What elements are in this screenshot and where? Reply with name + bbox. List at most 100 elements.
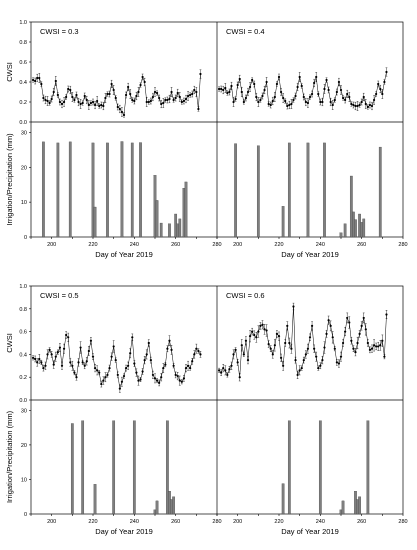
cwsi-point bbox=[118, 107, 121, 111]
cwsi-point bbox=[85, 98, 88, 102]
x-tick-label: 280 bbox=[398, 242, 407, 248]
cwsi-point bbox=[96, 369, 99, 372]
cwsi-point bbox=[189, 93, 192, 97]
cwsi-point bbox=[54, 355, 57, 358]
cwsi-point bbox=[238, 376, 241, 379]
y-axis-title-cwsi: CWSI bbox=[5, 333, 14, 353]
irrigation-bar bbox=[184, 181, 188, 238]
cwsi-point bbox=[168, 339, 171, 342]
x-tick-label: 280 bbox=[398, 519, 407, 525]
cwsi-point bbox=[197, 349, 200, 353]
cwsi-point bbox=[141, 370, 144, 373]
cwsi-point bbox=[313, 347, 316, 350]
cwsi-point bbox=[302, 359, 305, 362]
cwsi-point bbox=[319, 100, 322, 104]
cwsi-point bbox=[230, 364, 233, 367]
cwsi-point bbox=[337, 80, 341, 84]
cwsi-point bbox=[46, 353, 49, 356]
cwsi-point bbox=[259, 98, 262, 102]
cwsi-point bbox=[236, 361, 239, 364]
cwsi-point bbox=[199, 72, 202, 76]
irrigation-bar bbox=[155, 500, 159, 515]
cwsi-point bbox=[149, 99, 152, 103]
cwsi-point bbox=[108, 366, 111, 370]
cwsi-point bbox=[362, 316, 365, 320]
cwsi-point bbox=[217, 87, 221, 91]
cwsi-point bbox=[279, 356, 283, 359]
cwsi-point bbox=[290, 347, 293, 350]
cwsi-point bbox=[69, 361, 72, 364]
cwsi-point bbox=[52, 363, 55, 366]
y-tick-label: 1.0 bbox=[19, 284, 27, 290]
cwsi-point bbox=[300, 84, 303, 88]
y-axis-title-irrigation: Irrigation/Precipitation (mm) bbox=[5, 410, 14, 503]
cwsi-point bbox=[327, 88, 330, 92]
x-tick-label: 240 bbox=[316, 242, 325, 248]
cwsi-point bbox=[377, 82, 380, 86]
irrigation-bar bbox=[256, 145, 260, 238]
cwsi-point bbox=[153, 377, 157, 380]
cwsi-point bbox=[321, 100, 324, 104]
irrigation-bar bbox=[93, 484, 97, 515]
x-tick-label: 220 bbox=[274, 519, 283, 525]
cwsi-point bbox=[364, 328, 367, 331]
cwsi-point bbox=[176, 374, 179, 378]
cwsi-point bbox=[91, 355, 95, 358]
cwsi-point bbox=[180, 380, 183, 383]
irrigation-bar bbox=[318, 420, 322, 515]
cwsi-point bbox=[379, 344, 382, 347]
cwsi-point bbox=[164, 98, 167, 102]
cwsi-series-line bbox=[218, 306, 387, 378]
cwsi-point bbox=[31, 78, 35, 82]
irrigation-bar bbox=[281, 206, 285, 238]
cwsi-point bbox=[372, 98, 376, 102]
cwsi-point bbox=[133, 362, 136, 365]
cwsi-point bbox=[370, 347, 374, 350]
cwsi-point bbox=[170, 90, 173, 94]
y-tick-label: 0.6 bbox=[19, 330, 27, 336]
cwsi-point bbox=[366, 105, 369, 109]
cwsi-point bbox=[251, 78, 254, 82]
cwsi-point bbox=[135, 371, 138, 374]
cwsi-point bbox=[184, 366, 188, 370]
cwsi-point bbox=[279, 90, 283, 94]
cwsi-point bbox=[162, 101, 165, 105]
cwsi-point bbox=[362, 95, 365, 99]
cwsi-point bbox=[100, 382, 103, 386]
cwsi-point bbox=[248, 85, 252, 89]
cwsi-point bbox=[102, 379, 105, 382]
cwsi-point bbox=[178, 95, 181, 99]
y-axis-title-irrigation: Irrigation/Precipitation (mm) bbox=[5, 133, 14, 226]
cwsi-point bbox=[189, 366, 192, 370]
cwsi-point bbox=[284, 99, 287, 103]
y-tick-label: 0 bbox=[24, 512, 27, 518]
cwsi-point bbox=[226, 373, 229, 377]
x-tick-label: 220 bbox=[88, 519, 97, 525]
irrigation-bar bbox=[168, 223, 171, 238]
cwsi-point bbox=[58, 100, 62, 104]
cwsi-point bbox=[306, 101, 310, 105]
irrigation-bar bbox=[56, 142, 60, 238]
cwsi-point bbox=[79, 102, 82, 106]
cwsi-point bbox=[366, 341, 369, 345]
cwsi-point bbox=[242, 353, 245, 356]
cwsi-point bbox=[137, 379, 140, 382]
cwsi-point bbox=[122, 113, 126, 117]
cwsi-point bbox=[143, 80, 146, 84]
cwsi-point bbox=[217, 369, 221, 372]
cwsi-point bbox=[348, 321, 351, 324]
x-tick-label: 260 bbox=[171, 242, 180, 248]
cwsi-point bbox=[277, 75, 281, 79]
cwsi-point bbox=[321, 359, 324, 362]
cwsi-point bbox=[79, 346, 82, 349]
cwsi-point bbox=[333, 347, 336, 350]
cwsi-point bbox=[331, 336, 334, 339]
cwsi-point bbox=[114, 359, 117, 362]
irrigation-bar bbox=[339, 232, 343, 238]
cwsi-point bbox=[368, 348, 372, 351]
cwsi-point bbox=[46, 99, 49, 103]
cwsi-point bbox=[60, 364, 64, 367]
cwsi-point bbox=[238, 77, 241, 81]
cwsi-point bbox=[232, 353, 235, 356]
cwsi-point bbox=[91, 100, 95, 104]
